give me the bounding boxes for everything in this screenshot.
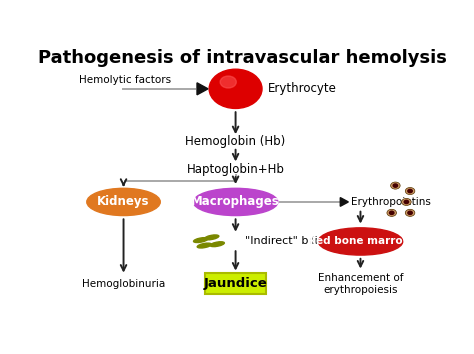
Circle shape xyxy=(401,198,411,205)
Text: Erythrocyte: Erythrocyte xyxy=(267,82,337,95)
Text: "Indirect" bilirubin: "Indirect" bilirubin xyxy=(245,236,346,246)
Text: Erythropoietins: Erythropoietins xyxy=(351,197,431,207)
Circle shape xyxy=(391,182,400,189)
Ellipse shape xyxy=(205,235,219,240)
Text: Hemoglobinuria: Hemoglobinuria xyxy=(82,279,165,289)
Circle shape xyxy=(209,69,262,108)
Text: Jaundice: Jaundice xyxy=(204,277,267,290)
Text: Enhancement of
erythropoiesis: Enhancement of erythropoiesis xyxy=(318,273,403,295)
Text: Pathogenesis of intravascular hemolysis: Pathogenesis of intravascular hemolysis xyxy=(38,49,447,67)
Ellipse shape xyxy=(318,228,403,255)
Text: Haptoglobin+Hb: Haptoglobin+Hb xyxy=(187,163,284,176)
Text: Macrophages: Macrophages xyxy=(191,195,280,209)
Circle shape xyxy=(408,189,412,193)
Circle shape xyxy=(387,209,396,216)
Circle shape xyxy=(404,200,409,204)
Ellipse shape xyxy=(87,188,160,216)
Circle shape xyxy=(405,209,415,216)
FancyBboxPatch shape xyxy=(205,274,266,294)
Circle shape xyxy=(405,188,415,195)
Polygon shape xyxy=(197,83,208,95)
Circle shape xyxy=(220,76,237,88)
Circle shape xyxy=(408,211,412,215)
Text: Hemoglobin (Hb): Hemoglobin (Hb) xyxy=(185,136,286,148)
Text: Hemolytic factors: Hemolytic factors xyxy=(80,75,172,85)
Ellipse shape xyxy=(193,238,208,242)
Circle shape xyxy=(393,184,398,187)
Ellipse shape xyxy=(193,188,278,216)
Text: Kidneys: Kidneys xyxy=(97,195,150,209)
Polygon shape xyxy=(340,198,348,206)
Ellipse shape xyxy=(197,243,211,248)
Circle shape xyxy=(390,211,394,215)
Text: Red bone marrow: Red bone marrow xyxy=(309,236,412,246)
Ellipse shape xyxy=(210,242,224,247)
